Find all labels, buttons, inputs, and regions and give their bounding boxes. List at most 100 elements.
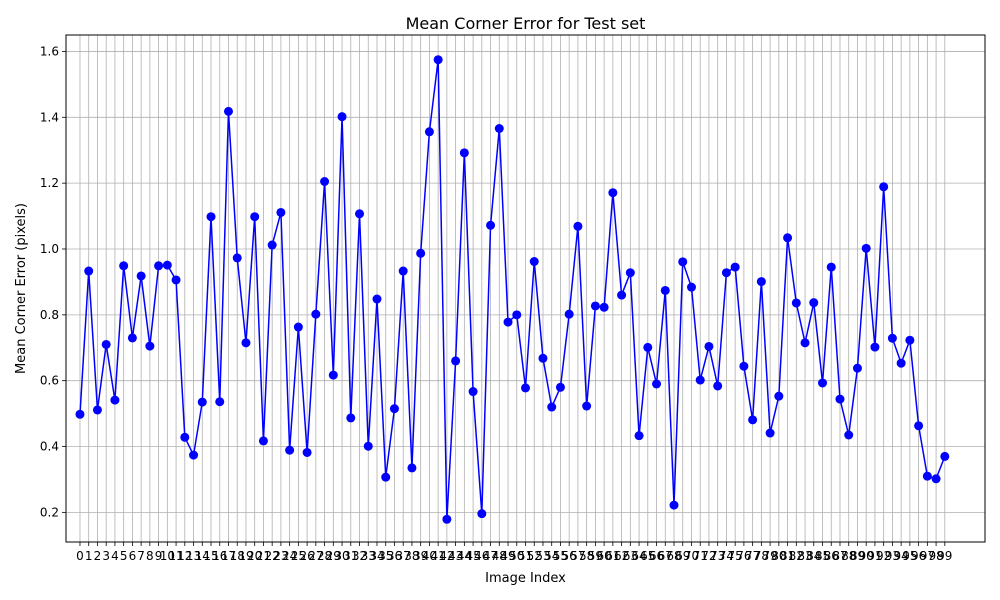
x-tick-label: 33 [361, 549, 376, 563]
data-point [223, 106, 233, 116]
x-tick-label: 61 [605, 549, 620, 563]
x-tick-label: 25 [291, 549, 306, 563]
y-tick-label: 0.6 [40, 374, 59, 388]
data-point [486, 220, 496, 230]
data-point [451, 356, 461, 366]
x-tick-label: 65 [640, 549, 655, 563]
data-point [311, 309, 321, 319]
data-point [660, 285, 670, 295]
chart-title: Mean Corner Error for Test set [406, 14, 646, 33]
x-tick-label: 3 [102, 549, 110, 563]
data-point [241, 338, 251, 348]
x-tick-label: 34 [369, 549, 384, 563]
x-tick-label: 47 [483, 549, 498, 563]
y-tick-label: 1.4 [40, 110, 59, 124]
x-tick-label: 79 [762, 549, 777, 563]
data-point [809, 298, 819, 308]
x-tick-label: 42 [439, 549, 454, 563]
data-point [232, 253, 242, 263]
data-point [625, 268, 635, 278]
x-tick-label: 21 [256, 549, 271, 563]
x-tick-label: 11 [168, 549, 183, 563]
x-tick-label: 4 [111, 549, 119, 563]
x-tick-label: 52 [527, 549, 542, 563]
y-tick-label: 0.2 [40, 505, 59, 519]
x-tick-label: 57 [570, 549, 585, 563]
data-point [136, 271, 146, 281]
y-tick-label: 1.6 [40, 44, 59, 58]
x-tick-label: 22 [265, 549, 280, 563]
x-tick-label: 9 [155, 549, 163, 563]
x-tick-label: 78 [754, 549, 769, 563]
data-point [599, 302, 609, 312]
data-point [721, 268, 731, 278]
data-point [75, 409, 85, 419]
x-tick-label: 19 [238, 549, 253, 563]
data-point [547, 402, 557, 412]
data-point [355, 209, 365, 219]
data-point [617, 290, 627, 300]
x-tick-label: 55 [553, 549, 568, 563]
data-point [678, 257, 688, 267]
x-tick-label: 98 [928, 549, 943, 563]
x-tick-label: 72 [701, 549, 716, 563]
x-tick-label: 13 [186, 549, 201, 563]
data-point [197, 397, 207, 407]
data-point [713, 381, 723, 391]
x-tick-label: 29 [326, 549, 341, 563]
x-tick-label: 59 [588, 549, 603, 563]
x-tick-label: 54 [544, 549, 559, 563]
data-point [250, 212, 260, 222]
x-tick-label: 35 [378, 549, 393, 563]
data-point [573, 221, 583, 231]
x-tick-label: 75 [728, 549, 743, 563]
x-tick-label: 14 [195, 549, 210, 563]
data-point [127, 333, 137, 343]
data-point [529, 257, 539, 267]
data-point [162, 260, 172, 270]
data-point [206, 212, 216, 222]
data-point [940, 451, 950, 461]
x-tick-label: 28 [317, 549, 332, 563]
x-tick-label: 32 [352, 549, 367, 563]
data-point [538, 353, 548, 363]
x-tick-label: 6 [129, 549, 137, 563]
data-point [424, 127, 434, 137]
data-point [477, 509, 487, 519]
data-point [590, 301, 600, 311]
data-point [861, 243, 871, 253]
x-tick-label: 20 [247, 549, 262, 563]
x-tick-label: 51 [518, 549, 533, 563]
x-tick-label: 8 [146, 549, 154, 563]
data-point [564, 309, 574, 319]
data-point [730, 262, 740, 272]
x-tick-label: 43 [448, 549, 463, 563]
data-point [686, 282, 696, 292]
data-point [92, 405, 102, 415]
data-point [818, 378, 828, 388]
x-tick-label: 17 [221, 549, 236, 563]
x-tick-label: 39 [413, 549, 428, 563]
x-tick-label: 58 [579, 549, 594, 563]
data-point [695, 375, 705, 385]
x-tick-label: 7 [137, 549, 145, 563]
data-point [765, 428, 775, 438]
x-tick-label: 27 [308, 549, 323, 563]
x-tick-label: 84 [806, 549, 821, 563]
x-tick-label: 49 [500, 549, 515, 563]
x-tick-label: 36 [387, 549, 402, 563]
x-tick-label: 64 [631, 549, 646, 563]
x-tick-label: 12 [177, 549, 192, 563]
y-axis-title: Mean Corner Error (pixels) [14, 203, 29, 374]
x-tick-label: 5 [120, 549, 128, 563]
x-tick-label: 77 [745, 549, 760, 563]
data-point [372, 294, 382, 304]
x-tick-label: 70 [684, 549, 699, 563]
x-tick-label: 80 [771, 549, 786, 563]
data-point [826, 262, 836, 272]
x-tick-label: 71 [693, 549, 708, 563]
y-tick-label: 0.4 [40, 440, 59, 454]
x-tick-label: 23 [273, 549, 288, 563]
x-tick-label: 66 [649, 549, 664, 563]
data-point [180, 432, 190, 442]
